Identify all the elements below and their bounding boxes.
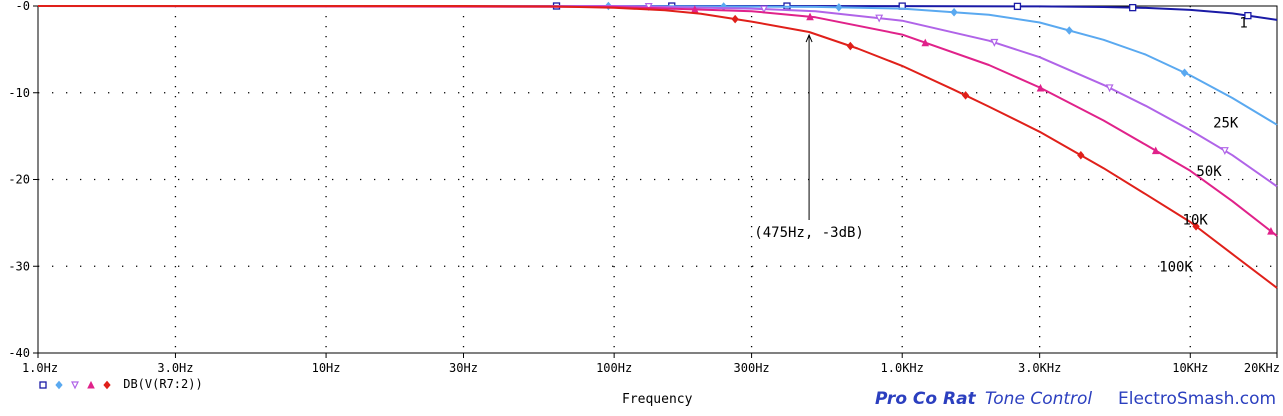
x-tick-label: 20KHz: [1244, 361, 1280, 375]
series-labels: 1 25K 50K 10K 100K: [1159, 16, 1248, 276]
y-tick-label: -10: [8, 86, 30, 100]
series-label-100K: 100K: [1159, 259, 1193, 275]
series-label-10K: 10K: [1183, 213, 1209, 229]
series-line-25K: [38, 5, 1278, 126]
y-tick-label: -40: [8, 346, 30, 360]
x-tick-label: 100Hz: [596, 361, 632, 375]
series-marker-100K: [731, 14, 739, 24]
grid: [38, 6, 1277, 353]
legend-label: DB(V(R7:2)): [123, 377, 203, 391]
series-marker-50K: [1220, 147, 1229, 156]
x-tick-label: 300Hz: [734, 361, 770, 375]
series-marker-1: [1244, 11, 1252, 20]
series-marker-100K: [1077, 150, 1085, 160]
series-marker-25K: [1065, 26, 1073, 35]
series-marker-50K: [759, 5, 768, 14]
y-tick-label: -0: [16, 0, 30, 13]
series-marker-1: [1013, 2, 1022, 11]
legend: DB(V(R7:2)): [38, 377, 203, 391]
annotation: (475Hz, -3dB): [754, 33, 864, 241]
x-tick-label: 30Hz: [449, 361, 478, 375]
legend-marker-50K: [71, 380, 79, 389]
x-tick-label: 1.0Hz: [22, 361, 58, 375]
series-10K: [37, 5, 1278, 237]
y-axis: -0 -10 -20 -30 -40: [8, 0, 38, 360]
series-marker-10K: [806, 12, 814, 21]
plot-frame: [37, 5, 1278, 354]
credit-title: Pro Co Rat: [875, 389, 976, 409]
series-marker-50K: [1105, 84, 1114, 93]
series-marker-50K: [644, 3, 653, 11]
legend-marker-1: [39, 380, 47, 389]
series-marker-10K: [1036, 83, 1045, 92]
series-label-25K: 25K: [1213, 115, 1239, 131]
series-marker-10K: [1151, 146, 1160, 155]
series-marker-100K: [961, 91, 970, 100]
series-marker-50K: [990, 38, 999, 47]
series-line-100K: [38, 5, 1278, 289]
series-100K: [38, 5, 1278, 289]
series-marker-10K: [921, 38, 930, 47]
series-25K: [38, 1, 1278, 126]
y-tick-label: -20: [8, 173, 30, 187]
x-tick-label: 10Hz: [312, 361, 341, 375]
series-marker-25K: [1180, 68, 1189, 77]
series-label-50K: 50K: [1196, 164, 1222, 180]
y-tick-label: -30: [8, 259, 30, 273]
legend-marker-set: [39, 380, 111, 389]
series-marker-25K: [835, 3, 843, 12]
legend-marker-100K: [103, 380, 111, 389]
x-tick-label: 3.0Hz: [157, 361, 193, 375]
credit-site: ElectroSmash.com: [1118, 389, 1277, 409]
series-lines: [37, 1, 1278, 289]
series-marker-25K: [950, 7, 958, 17]
series-50K: [38, 3, 1278, 188]
x-tick-label: 10KHz: [1172, 361, 1208, 375]
series-marker-100K: [846, 41, 855, 51]
series-marker-100K: [1192, 222, 1200, 231]
series-marker-50K: [875, 14, 884, 23]
series-line-10K: [37, 5, 1278, 237]
credit-subtitle: Tone Control: [985, 389, 1093, 409]
series-marker-10K: [1267, 227, 1275, 235]
x-axis: 1.0Hz 3.0Hz 10Hz 30Hz 100Hz 300Hz 1.0KHz 3.0KHz…: [22, 353, 1280, 375]
series-marker-1: [1129, 3, 1137, 12]
x-tick-label: 1.0KHz: [881, 361, 924, 375]
series-line-50K: [38, 5, 1278, 188]
x-axis-title: Frequency: [622, 392, 693, 407]
series-label-1: 1: [1239, 16, 1247, 32]
annotation-text: (475Hz, -3dB): [754, 225, 864, 241]
legend-markers: [38, 379, 116, 391]
legend-marker-25K: [55, 380, 63, 389]
x-tick-label: 3.0KHz: [1018, 361, 1061, 375]
annotation-arrowhead: [805, 33, 813, 43]
legend-marker-10K: [87, 380, 95, 388]
